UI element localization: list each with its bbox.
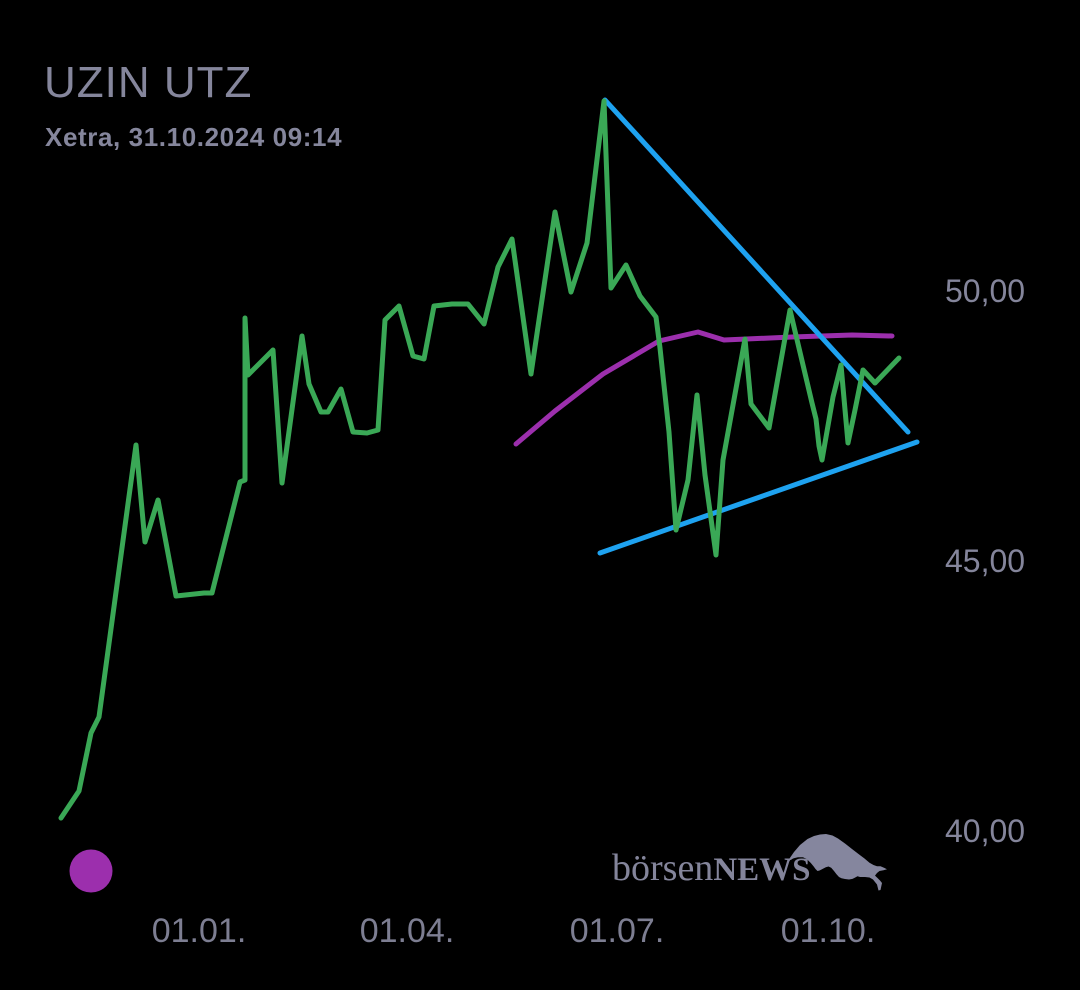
svg-text:40,00: 40,00: [945, 813, 1025, 849]
svg-text:01.07.: 01.07.: [570, 912, 665, 950]
svg-text:45,00: 45,00: [945, 543, 1025, 579]
svg-text:01.04.: 01.04.: [360, 912, 455, 950]
svg-text:börsenNEWS: börsenNEWS: [612, 847, 811, 889]
svg-text:01.01.: 01.01.: [152, 912, 247, 950]
svg-text:01.10.: 01.10.: [781, 912, 876, 950]
svg-text:50,00: 50,00: [945, 273, 1025, 309]
